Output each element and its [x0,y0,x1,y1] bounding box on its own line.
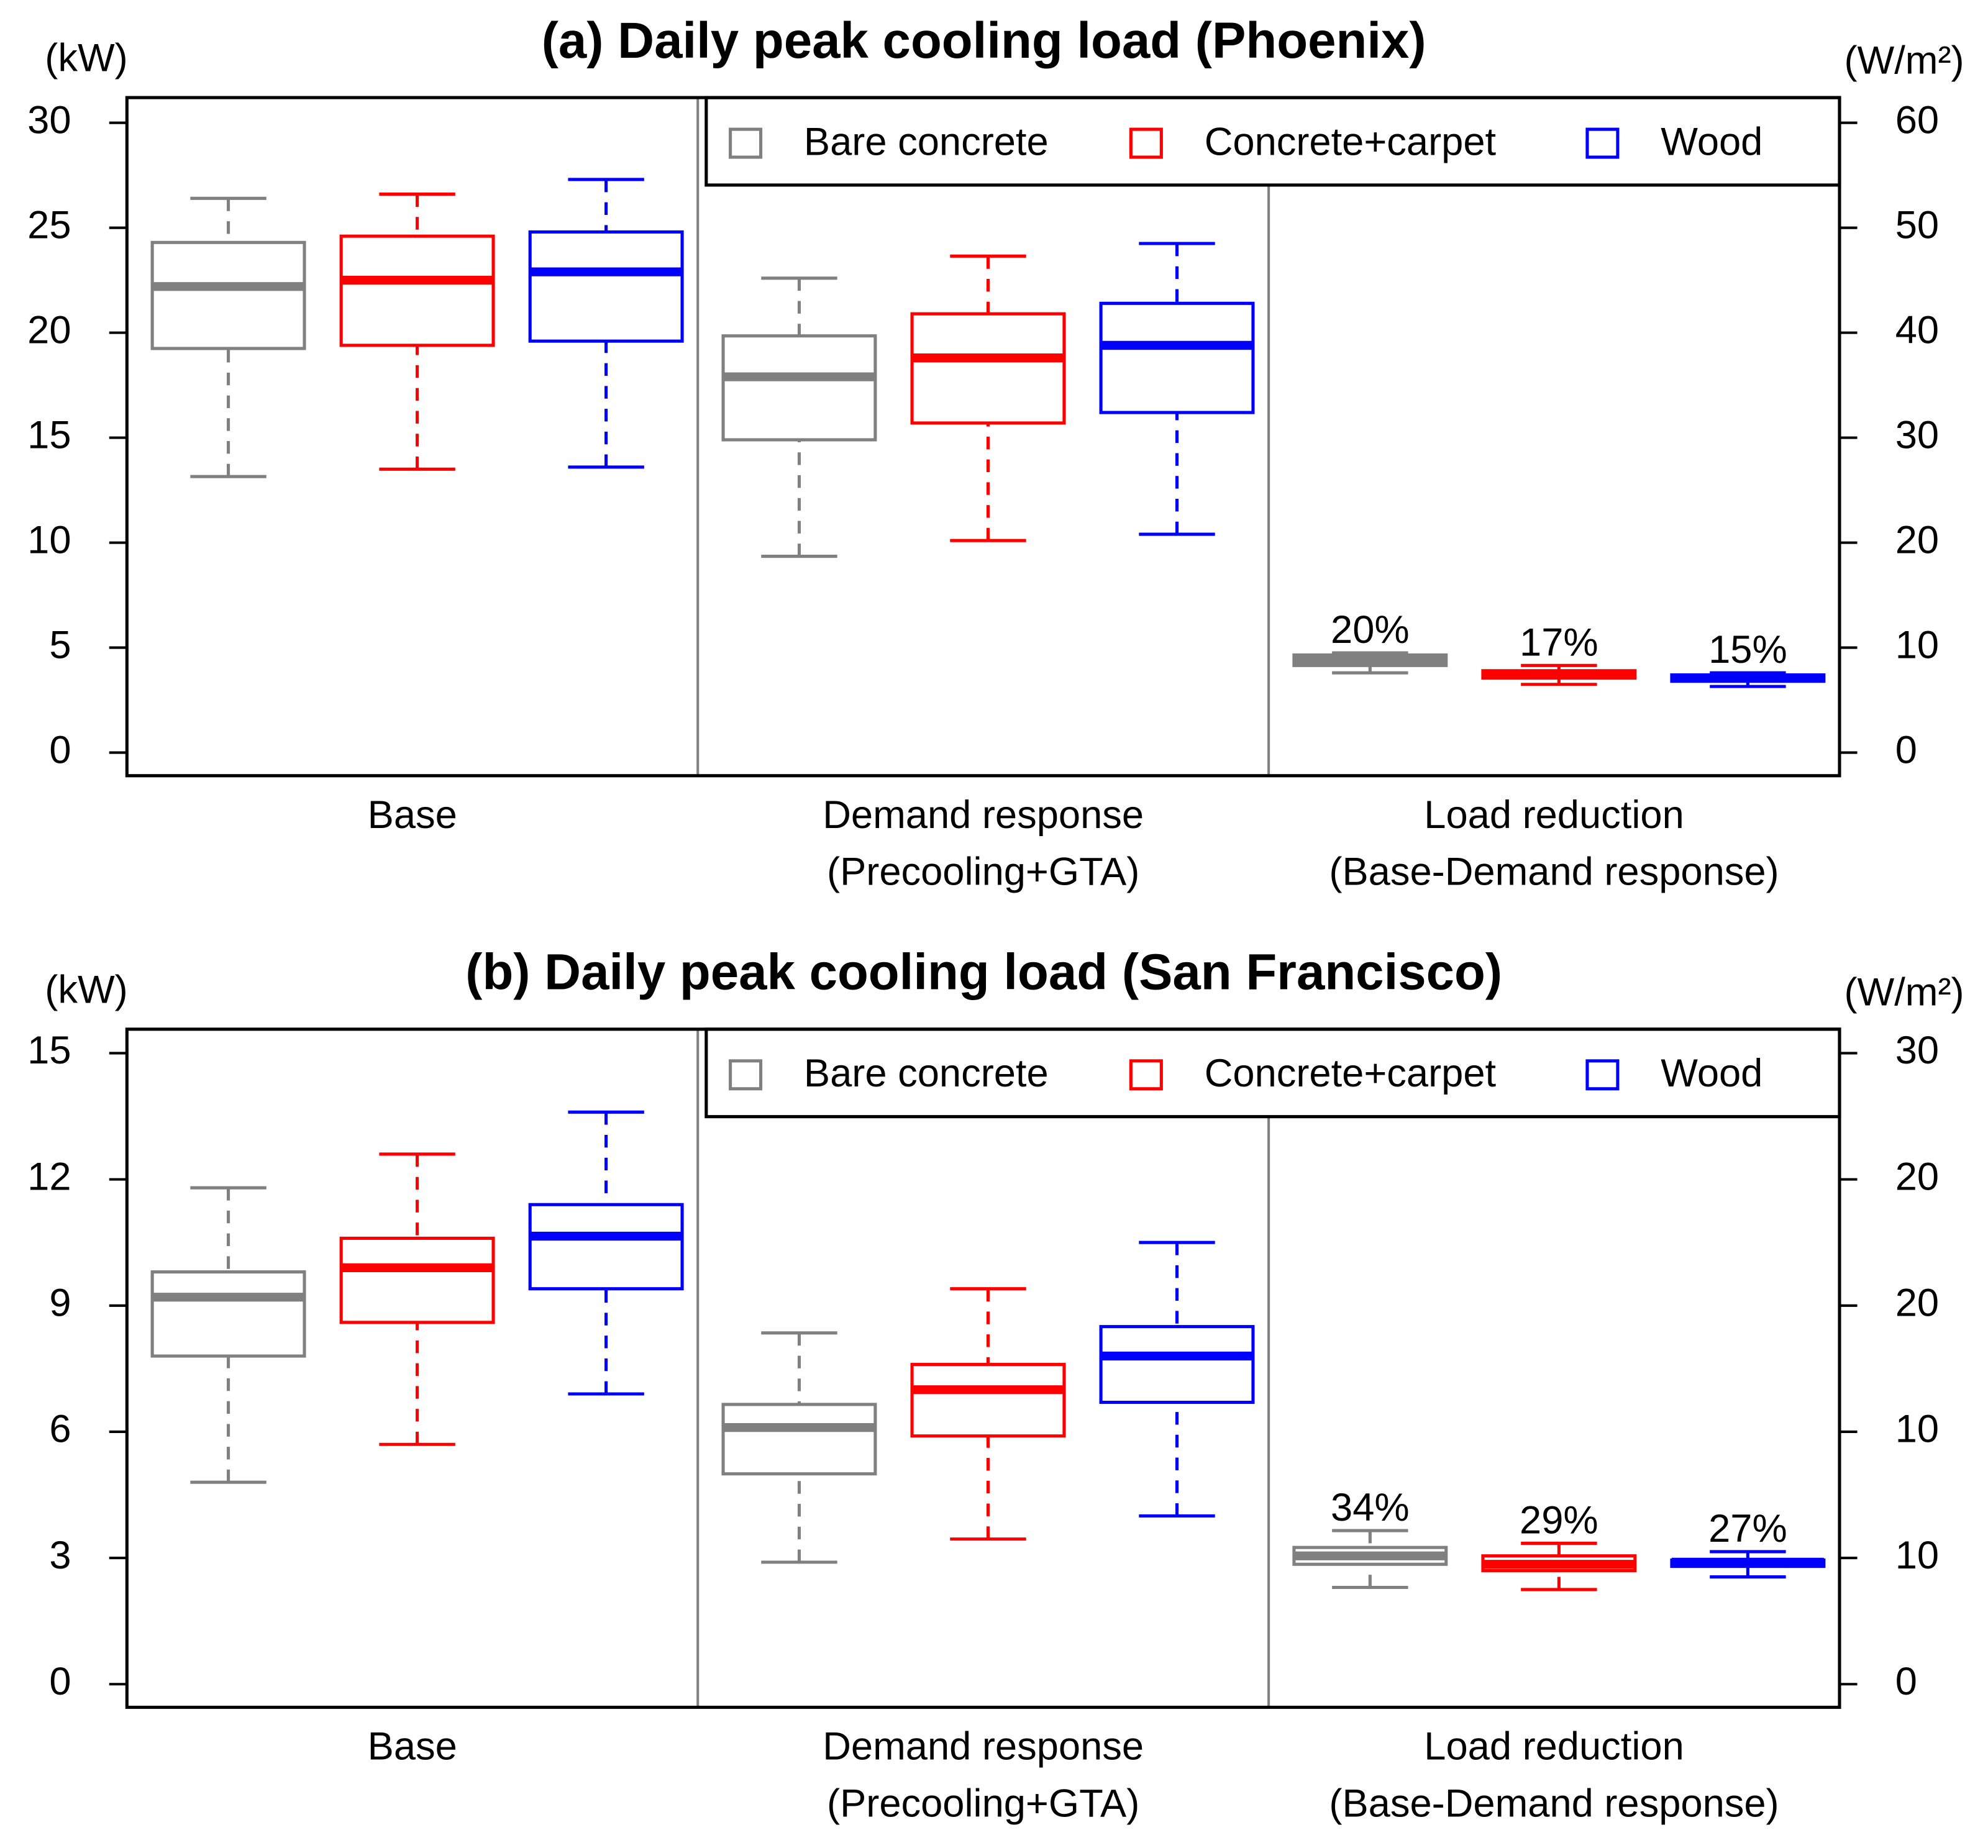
x-tick-label: (Precooling+GTA) [827,1782,1139,1825]
y2-tick-label: 20 [1895,1155,1939,1198]
y2-tick-label: 0 [1895,1660,1917,1703]
legend-label: Wood [1661,1052,1762,1095]
x-tick-label: Base [368,1725,457,1768]
y-tick-label: 3 [49,1534,71,1577]
y2-tick-label: 60 [1895,98,1939,142]
plot-frame [125,1027,1841,1709]
plot-frame [125,96,1841,778]
y-tick-label: 0 [49,1660,71,1703]
annotation: 29% [1520,1498,1598,1542]
x-tick-label: (Precooling+GTA) [827,850,1139,894]
legend-label: Wood [1661,120,1762,163]
annotation: 27% [1708,1507,1787,1550]
box [150,1270,306,1358]
y-tick-label: 9 [49,1281,71,1324]
y-tick-label: 25 [27,203,71,247]
box [910,1363,1066,1438]
y-axis-label: (kW) [45,37,127,80]
x-tick-label: (Base-Demand response) [1329,850,1779,894]
y-tick-label: 10 [27,518,71,562]
y-tick-label: 20 [27,308,71,352]
legend-label: Concrete+carpet [1205,120,1497,163]
x-tick-label: Load reduction [1424,793,1684,837]
y2-tick-label: 0 [1895,728,1917,772]
box [1099,301,1255,414]
box [528,230,684,343]
legend-label: Concrete+carpet [1205,1052,1497,1095]
legend-marker [1585,127,1620,159]
box [150,240,306,350]
x-tick-label: Load reduction [1424,1725,1684,1768]
x-tick-label: Demand response [823,1725,1144,1768]
y2-tick-label: 10 [1895,1534,1939,1577]
chart-title: (b) Daily peak cooling load (San Francis… [465,944,1502,1001]
box [339,234,495,347]
legend-label: Bare concrete [804,1052,1049,1095]
box [528,1203,684,1291]
legend-box [704,96,1841,187]
y2-tick-label: 20 [1895,518,1939,562]
box [910,312,1066,425]
y-tick-label: 15 [27,413,71,457]
legend-marker [1129,1059,1163,1091]
y-tick-label: 15 [27,1029,71,1072]
y2-tick-label: 40 [1895,308,1939,352]
chart-title: (a) Daily peak cooling load (Phoenix) [542,12,1426,69]
legend-marker [729,127,763,159]
legend-box [704,1027,1841,1119]
y-tick-label: 30 [27,98,71,142]
box [721,1403,877,1476]
legend-marker [1585,1059,1620,1091]
y2-tick-label: 20 [1895,1281,1939,1324]
y-tick-label: 6 [49,1408,71,1451]
y2-axis-label: (W/m²) [1844,39,1964,83]
y-tick-label: 5 [49,623,71,667]
annotation: 20% [1331,608,1410,652]
y2-tick-label: 10 [1895,1408,1939,1451]
annotation: 34% [1331,1486,1410,1529]
annotation: 15% [1708,628,1787,671]
y-tick-label: 0 [49,728,71,772]
box [1099,1325,1255,1404]
y2-tick-label: 10 [1895,623,1939,667]
x-tick-label: (Base-Demand response) [1329,1782,1779,1825]
legend-label: Bare concrete [804,120,1049,163]
x-tick-label: Base [368,793,457,837]
box [721,334,877,442]
y2-tick-label: 30 [1895,413,1939,457]
x-tick-label: Demand response [823,793,1144,837]
y-axis-label: (kW) [45,968,127,1011]
y2-tick-label: 50 [1895,203,1939,247]
annotation: 17% [1520,621,1598,664]
legend-marker [1129,127,1163,159]
box [339,1236,495,1324]
y2-tick-label: 30 [1895,1029,1939,1072]
legend-marker [729,1059,763,1091]
y-tick-label: 12 [27,1155,71,1198]
y2-axis-label: (W/m²) [1844,970,1964,1014]
